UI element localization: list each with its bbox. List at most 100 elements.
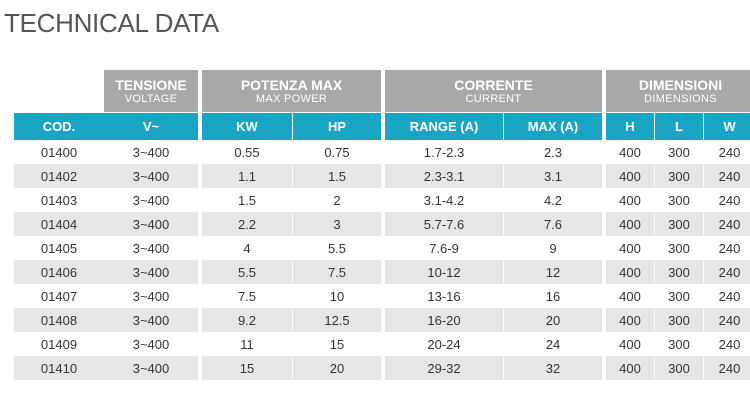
group-gap <box>198 70 202 112</box>
cell-voltage: 3~400 <box>132 336 170 352</box>
technical-data-table-wrapper: TENSIONE VOLTAGE POTENZA MAX MAX POWER C… <box>14 70 750 380</box>
table-body: 01400 3~400 0.55 0.75 1.7-2.3 2.3 400 300 240 014… <box>14 140 750 380</box>
cell-range: 29-32 <box>385 356 503 380</box>
table-row: 01404 3~400 2.2 3 5.7-7.6 7.6 400 300 240 <box>14 212 750 236</box>
cell-cod: 01409 <box>40 336 78 352</box>
cell-l: 300 <box>654 308 703 332</box>
cell-voltage: 3~400 <box>104 308 198 332</box>
column-gap <box>198 188 202 212</box>
cell-max: 4.2 <box>503 188 602 212</box>
group-corrente-subtitle: CURRENT <box>465 92 522 105</box>
cell-kw: 2.2 <box>202 212 292 236</box>
cell-w: 240 <box>703 308 750 332</box>
table-row: 01406 3~400 5.5 7.5 10-12 12 400 300 240 <box>14 260 750 284</box>
cell-max: 16 <box>503 284 602 308</box>
cell-max: 2.3 <box>503 140 602 164</box>
column-gap <box>381 356 385 380</box>
cell-l: 300 <box>654 236 703 260</box>
cell-hp: 20 <box>292 356 381 380</box>
technical-data-table: TENSIONE VOLTAGE POTENZA MAX MAX POWER C… <box>14 70 750 380</box>
group-gap <box>602 70 606 112</box>
cell-l: 300 <box>654 212 703 236</box>
cell-w: 240 <box>703 356 750 380</box>
column-gap <box>198 356 202 380</box>
column-gap <box>381 284 385 308</box>
column-gap <box>602 308 606 332</box>
cell-range: 3.1-4.2 <box>423 192 465 208</box>
cell-cod: 01402 <box>14 164 104 188</box>
table-row: 01400 3~400 0.55 0.75 1.7-2.3 2.3 400 300 240 <box>14 140 750 164</box>
cell-w: 240 <box>703 188 750 212</box>
cell-range: 13-16 <box>427 288 461 304</box>
column-gap <box>198 140 202 164</box>
column-header-cod: COD. <box>14 112 104 140</box>
table-row: 01410 3~400 15 20 29-32 32 400 300 240 <box>14 356 750 380</box>
cell-h: 400 <box>619 240 641 256</box>
cell-l: 300 <box>654 332 703 356</box>
column-gap <box>381 112 385 140</box>
cell-range: 16-20 <box>385 308 503 332</box>
cell-max: 9 <box>503 236 602 260</box>
group-corrente: CORRENTE CURRENT <box>385 70 602 112</box>
cell-cod: 01400 <box>40 144 78 160</box>
group-potenza-title: POTENZA MAX <box>240 76 343 93</box>
group-header-row: TENSIONE VOLTAGE POTENZA MAX MAX POWER C… <box>14 70 750 112</box>
column-gap <box>602 188 606 212</box>
column-gap <box>198 260 202 284</box>
column-header-voltage: V~ <box>104 112 198 140</box>
group-spacer <box>14 70 104 112</box>
cell-voltage: 3~400 <box>132 240 170 256</box>
cell-hp: 15 <box>292 332 381 356</box>
cell-l: 300 <box>654 284 703 308</box>
cell-kw: 5.5 <box>202 260 292 284</box>
column-header-l: L <box>654 112 703 140</box>
cell-kw: 1.1 <box>202 164 292 188</box>
table-row: 01405 3~400 4 5.5 7.6-9 9 400 300 240 <box>14 236 750 260</box>
group-tensione-subtitle: VOLTAGE <box>124 92 178 105</box>
cell-range: 20-24 <box>427 336 461 352</box>
column-gap <box>602 332 606 356</box>
column-gap <box>602 356 606 380</box>
cell-voltage: 3~400 <box>104 260 198 284</box>
column-gap <box>602 260 606 284</box>
column-gap <box>198 164 202 188</box>
cell-cod: 01408 <box>14 308 104 332</box>
cell-w: 240 <box>703 164 750 188</box>
cell-max: 24 <box>503 332 602 356</box>
cell-hp: 1.5 <box>292 164 381 188</box>
cell-cod: 01404 <box>14 212 104 236</box>
column-gap <box>602 236 606 260</box>
cell-max: 7.6 <box>503 212 602 236</box>
cell-voltage: 3~400 <box>104 212 198 236</box>
table-row: 01408 3~400 9.2 12.5 16-20 20 400 300 240 <box>14 308 750 332</box>
cell-kw: 0.55 <box>234 144 260 160</box>
column-gap <box>198 332 202 356</box>
cell-cod: 01407 <box>40 288 78 304</box>
column-gap <box>381 164 385 188</box>
column-gap <box>198 308 202 332</box>
group-tensione: TENSIONE VOLTAGE <box>104 70 198 112</box>
column-header-max: MAX (A) <box>503 112 602 140</box>
cell-max: 20 <box>503 308 602 332</box>
cell-l: 300 <box>654 356 703 380</box>
column-gap <box>381 212 385 236</box>
column-gap <box>198 112 202 140</box>
cell-kw: 9.2 <box>202 308 292 332</box>
group-potenza-subtitle: MAX POWER <box>255 92 328 105</box>
column-gap <box>602 164 606 188</box>
group-potenza: POTENZA MAX MAX POWER <box>202 70 381 112</box>
cell-h: 400 <box>619 144 641 160</box>
cell-h: 400 <box>606 308 654 332</box>
cell-voltage: 3~400 <box>132 192 170 208</box>
cell-range: 7.6-9 <box>429 240 459 256</box>
cell-voltage: 3~400 <box>104 164 198 188</box>
cell-hp: 7.5 <box>292 260 381 284</box>
column-gap <box>198 284 202 308</box>
cell-w: 240 <box>703 212 750 236</box>
column-header-h: H <box>606 112 654 140</box>
cell-w: 240 <box>703 140 750 164</box>
cell-l: 300 <box>654 164 703 188</box>
column-gap <box>381 332 385 356</box>
cell-max: 12 <box>503 260 602 284</box>
column-gap <box>381 236 385 260</box>
